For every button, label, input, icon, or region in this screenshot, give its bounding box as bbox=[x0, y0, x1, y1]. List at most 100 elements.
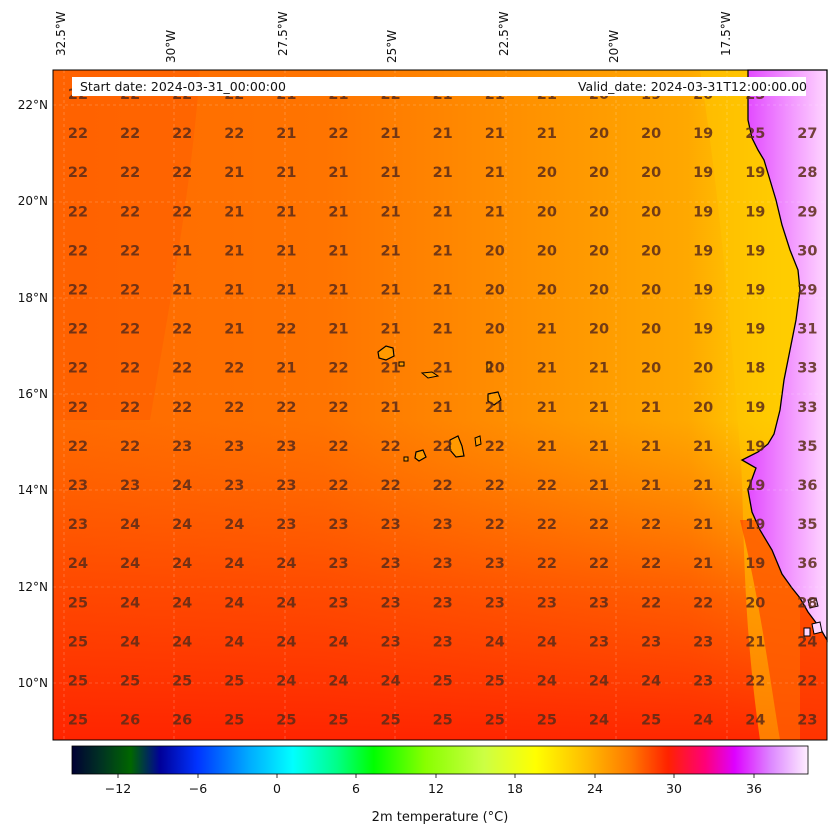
temperature-value-label: 22 bbox=[641, 556, 661, 572]
island-fogo bbox=[414, 449, 427, 462]
temperature-value-label: 21 bbox=[433, 243, 453, 259]
temperature-value-label: 20 bbox=[641, 361, 661, 377]
temperature-value-label: 23 bbox=[589, 595, 609, 611]
temperature-value-label: 21 bbox=[433, 361, 453, 377]
temperature-value-label: 20 bbox=[641, 204, 661, 220]
temperature-value-label: 22 bbox=[68, 400, 88, 416]
temperature-value-label: 23 bbox=[68, 478, 88, 494]
lat-label-18n: 18°N bbox=[17, 291, 48, 305]
temperature-value-label: 24 bbox=[172, 556, 192, 572]
temperature-value-label: 22 bbox=[433, 439, 453, 455]
temperature-value-label: 24 bbox=[224, 634, 244, 650]
island-boa-vista bbox=[487, 391, 502, 406]
temperature-value-label: 20 bbox=[641, 283, 661, 299]
temperature-value-label: 20 bbox=[537, 165, 557, 181]
temperature-value-label: 22 bbox=[68, 283, 88, 299]
temperature-value-label: 24 bbox=[224, 517, 244, 533]
temperature-value-label: 21 bbox=[693, 517, 713, 533]
temperature-value-label: 28 bbox=[797, 165, 817, 181]
temperature-value-label: 20 bbox=[589, 165, 609, 181]
temperature-value-label: 21 bbox=[328, 283, 348, 299]
temperature-value-label: 23 bbox=[120, 478, 140, 494]
temperature-value-label: 25 bbox=[68, 713, 88, 729]
temperature-value-label: 25 bbox=[328, 713, 348, 729]
temperature-value-label: 25 bbox=[433, 713, 453, 729]
temperature-value-label: 23 bbox=[693, 634, 713, 650]
lon-label-17-5w: 17.5°W bbox=[719, 11, 733, 56]
temperature-value-label: 20 bbox=[485, 283, 505, 299]
temperature-value-label: 25 bbox=[485, 713, 505, 729]
temperature-value-label: 36 bbox=[797, 478, 817, 494]
temperature-value-label: 21 bbox=[433, 322, 453, 338]
temperature-value-label: 21 bbox=[433, 165, 453, 181]
temperature-value-label: 24 bbox=[797, 634, 817, 650]
temperature-value-label: 22 bbox=[120, 165, 140, 181]
temperature-value-label: 23 bbox=[433, 517, 453, 533]
temperature-value-label: 24 bbox=[68, 556, 88, 572]
temperature-value-label: 21 bbox=[224, 165, 244, 181]
island-santo-antao bbox=[377, 345, 395, 361]
temperature-value-label: 22 bbox=[381, 478, 401, 494]
temperature-value-label: 20 bbox=[745, 595, 765, 611]
temperature-value-label: 22 bbox=[328, 126, 348, 142]
temperature-value-label: 24 bbox=[381, 674, 401, 690]
colorbar-tick-label: 0 bbox=[273, 781, 281, 796]
temperature-value-label: 23 bbox=[328, 595, 348, 611]
temperature-value-label: 21 bbox=[641, 478, 661, 494]
temperature-value-label: 21 bbox=[485, 126, 505, 142]
temperature-value-label: 23 bbox=[433, 556, 453, 572]
map-frame bbox=[52, 69, 828, 741]
temperature-value-label: 22 bbox=[68, 361, 88, 377]
temperature-value-label: 24 bbox=[276, 556, 296, 572]
temperature-value-label: 21 bbox=[276, 283, 296, 299]
temperature-value-label: 22 bbox=[172, 361, 192, 377]
temperature-value-label: 20 bbox=[641, 322, 661, 338]
temperature-value-label: 22 bbox=[276, 400, 296, 416]
temperature-value-label: 22 bbox=[68, 204, 88, 220]
temperature-value-label: 21 bbox=[485, 204, 505, 220]
temperature-value-label: 20 bbox=[589, 243, 609, 259]
temperature-value-label: 25 bbox=[745, 126, 765, 142]
temperature-value-label: 20 bbox=[589, 204, 609, 220]
temperature-value-label: 25 bbox=[276, 713, 296, 729]
temperature-value-label: 19 bbox=[693, 322, 713, 338]
temperature-value-label: 20 bbox=[693, 400, 713, 416]
temperature-value-label: 24 bbox=[276, 674, 296, 690]
temperature-value-label: 20 bbox=[485, 243, 505, 259]
temperature-value-label: 19 bbox=[693, 243, 713, 259]
island-sao-vicente bbox=[398, 361, 405, 367]
temperature-value-label: 24 bbox=[120, 556, 140, 572]
temperature-value-label: 21 bbox=[641, 400, 661, 416]
temperature-value-label: 24 bbox=[224, 556, 244, 572]
temperature-value-label: 24 bbox=[589, 674, 609, 690]
island-brava bbox=[403, 456, 409, 462]
temperature-value-label: 21 bbox=[381, 283, 401, 299]
temperature-value-label: 19 bbox=[745, 478, 765, 494]
temperature-value-label: 24 bbox=[276, 634, 296, 650]
temperature-value-label: 33 bbox=[797, 361, 817, 377]
lat-label-12n: 12°N bbox=[17, 580, 48, 594]
temperature-value-label: 22 bbox=[224, 126, 244, 142]
temperature-value-label: 23 bbox=[433, 634, 453, 650]
temperature-value-label: 22 bbox=[120, 243, 140, 259]
temperature-value-label: 21 bbox=[381, 126, 401, 142]
temperature-value-label: 21 bbox=[224, 243, 244, 259]
temperature-value-label: 21 bbox=[589, 478, 609, 494]
colorbar-tick-label: 18 bbox=[507, 781, 523, 796]
temperature-value-label: 24 bbox=[276, 595, 296, 611]
temperature-value-label: 21 bbox=[224, 204, 244, 220]
temperature-value-label: 20 bbox=[485, 322, 505, 338]
temperature-value-label: 24 bbox=[537, 674, 557, 690]
temperature-value-label: 21 bbox=[693, 439, 713, 455]
temperature-value-label: 22 bbox=[433, 478, 453, 494]
temperature-value-label: 24 bbox=[641, 674, 661, 690]
temperature-value-label: 22 bbox=[172, 126, 192, 142]
temperature-value-label: 20 bbox=[589, 322, 609, 338]
temperature-value-label: 21 bbox=[485, 165, 505, 181]
colorbar-tick-label: −6 bbox=[188, 781, 208, 796]
temperature-value-label: 22 bbox=[172, 322, 192, 338]
temperature-value-label: 24 bbox=[485, 634, 505, 650]
temperature-value-label: 21 bbox=[433, 283, 453, 299]
temperature-value-label: 24 bbox=[172, 595, 192, 611]
temperature-value-label: 22 bbox=[120, 283, 140, 299]
